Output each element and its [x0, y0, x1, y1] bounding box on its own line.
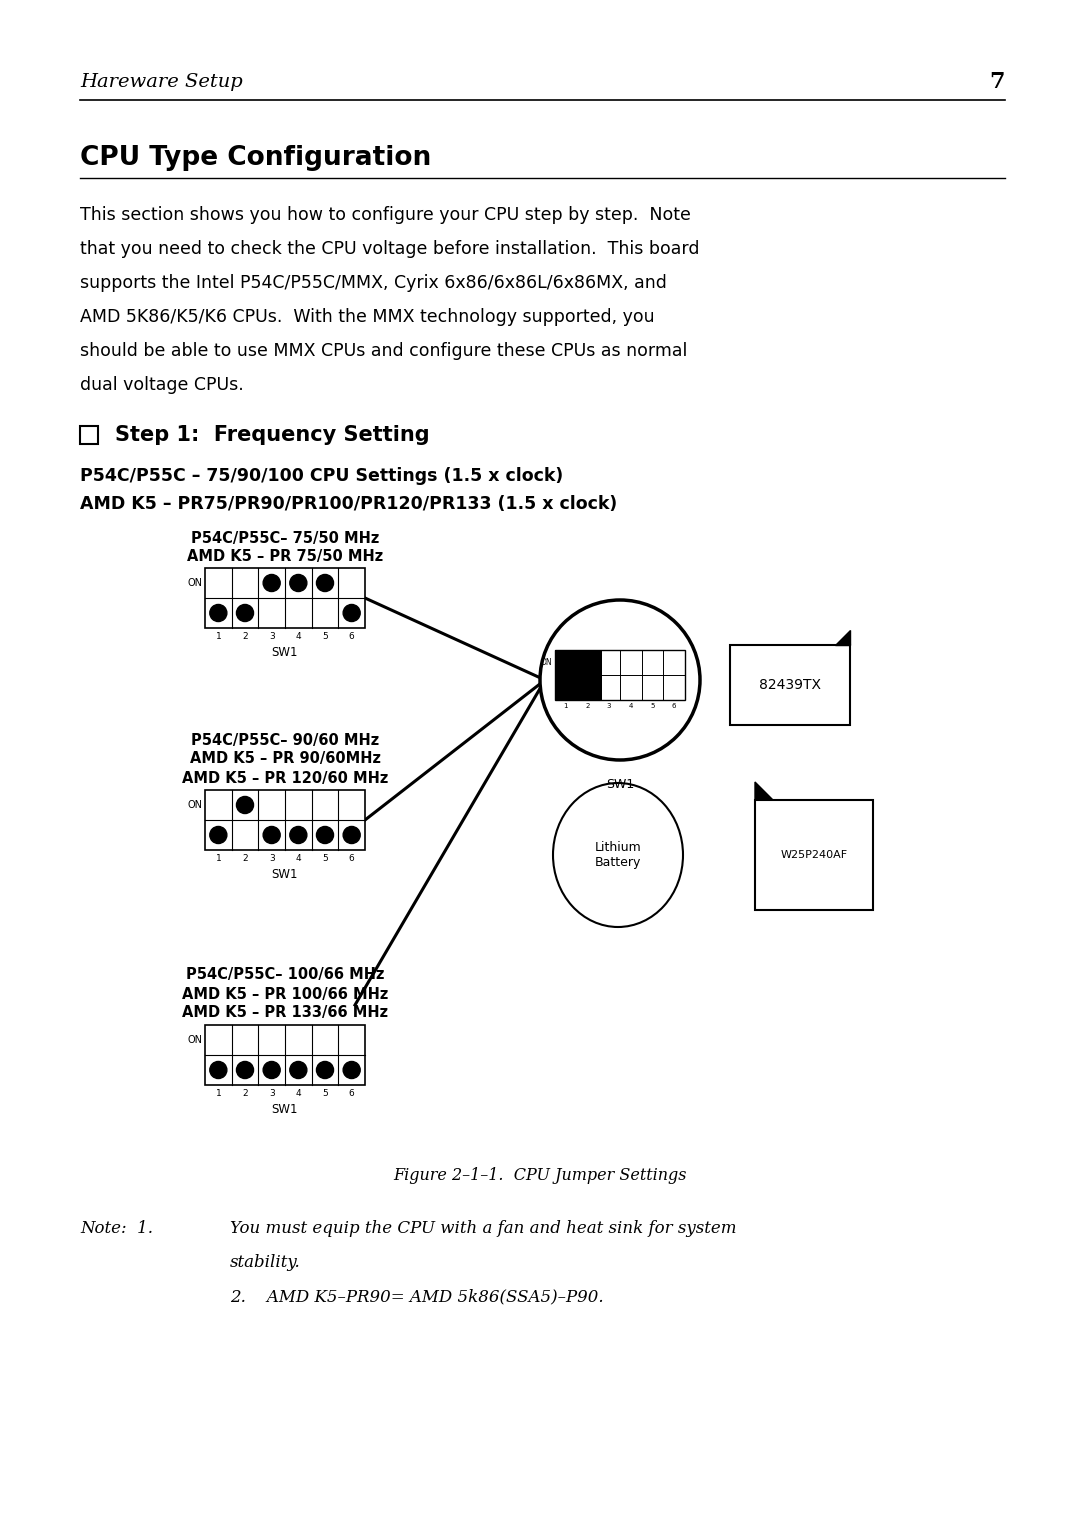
Text: AMD K5 – PR 133/66 MHz: AMD K5 – PR 133/66 MHz [181, 1006, 388, 1020]
Text: 3: 3 [269, 855, 274, 862]
Text: 6: 6 [349, 855, 354, 862]
Text: ON: ON [187, 800, 202, 810]
Text: 1: 1 [564, 703, 568, 709]
Text: stability.: stability. [230, 1254, 300, 1271]
Text: 5: 5 [322, 631, 328, 641]
Bar [755, 800, 873, 910]
Bar [80, 427, 98, 443]
Text: AMD 5K86/K5/K6 CPUs.  With the MMX technology supported, you: AMD 5K86/K5/K6 CPUs. With the MMX techno… [80, 307, 654, 326]
Text: ON: ON [187, 578, 202, 589]
Circle shape [264, 575, 280, 592]
Text: Lithium
Battery: Lithium Battery [595, 841, 642, 868]
Text: 4: 4 [296, 1089, 301, 1098]
Text: P54C/P55C – 75/90/100 CPU Settings (1.5 x clock): P54C/P55C – 75/90/100 CPU Settings (1.5 … [80, 466, 564, 485]
Text: supports the Intel P54C/P55C/MMX, Cyrix 6x86/6x86L/6x86MX, and: supports the Intel P54C/P55C/MMX, Cyrix … [80, 274, 666, 292]
Circle shape [264, 827, 280, 844]
Text: AMD K5 – PR 90/60MHz: AMD K5 – PR 90/60MHz [189, 751, 380, 766]
Text: 3: 3 [269, 631, 274, 641]
Text: dual voltage CPUs.: dual voltage CPUs. [80, 376, 244, 394]
Text: 2: 2 [242, 631, 247, 641]
Text: Figure 2–1–1.  CPU Jumper Settings: Figure 2–1–1. CPU Jumper Settings [393, 1167, 687, 1183]
Polygon shape [835, 630, 850, 645]
Text: AMD K5 – PR 75/50 MHz: AMD K5 – PR 75/50 MHz [187, 549, 383, 564]
Text: 2: 2 [242, 855, 247, 862]
Text: 2.    AMD K5–PR90= AMD 5k86(SSA5)–P90.: 2. AMD K5–PR90= AMD 5k86(SSA5)–P90. [230, 1287, 604, 1304]
Text: Note:  1.: Note: 1. [80, 1220, 153, 1237]
Text: 6: 6 [349, 631, 354, 641]
Circle shape [210, 604, 227, 621]
Text: P54C/P55C– 90/60 MHz: P54C/P55C– 90/60 MHz [191, 732, 379, 748]
Circle shape [237, 604, 254, 621]
Text: 6: 6 [672, 703, 676, 709]
Text: 1: 1 [215, 1089, 221, 1098]
Text: 82439TX: 82439TX [759, 677, 821, 693]
Text: 4: 4 [296, 631, 301, 641]
Ellipse shape [553, 783, 683, 927]
Circle shape [237, 1061, 254, 1078]
Text: 5: 5 [650, 703, 654, 709]
Bar [205, 790, 365, 850]
Circle shape [289, 827, 307, 844]
Text: AMD K5 – PR 120/60 MHz: AMD K5 – PR 120/60 MHz [181, 771, 388, 786]
Text: SW1: SW1 [272, 868, 298, 881]
Polygon shape [755, 781, 773, 800]
Text: should be able to use MMX CPUs and configure these CPUs as normal: should be able to use MMX CPUs and confi… [80, 342, 687, 359]
Bar [205, 567, 365, 628]
Text: CPU Type Configuration: CPU Type Configuration [80, 145, 431, 171]
Text: 5: 5 [322, 855, 328, 862]
Circle shape [289, 575, 307, 592]
Circle shape [316, 575, 334, 592]
Circle shape [343, 1061, 361, 1078]
Circle shape [316, 827, 334, 844]
Text: P54C/P55C– 75/50 MHz: P54C/P55C– 75/50 MHz [191, 531, 379, 546]
Circle shape [210, 827, 227, 844]
Text: You must equip the CPU with a fan and heat sink for system: You must equip the CPU with a fan and he… [230, 1220, 737, 1237]
Text: 4: 4 [296, 855, 301, 862]
Text: Hareware Setup: Hareware Setup [80, 73, 243, 92]
Text: SW1: SW1 [606, 778, 634, 790]
Text: AMD K5 – PR 100/66 MHz: AMD K5 – PR 100/66 MHz [181, 986, 388, 1001]
Circle shape [343, 827, 361, 844]
Text: SW1: SW1 [272, 645, 298, 659]
Text: W25P240AF: W25P240AF [781, 850, 848, 859]
Text: 4: 4 [629, 703, 633, 709]
Circle shape [210, 1061, 227, 1078]
Text: that you need to check the CPU voltage before installation.  This board: that you need to check the CPU voltage b… [80, 240, 700, 258]
Bar [555, 650, 602, 700]
Text: 3: 3 [269, 1089, 274, 1098]
Text: ON: ON [540, 657, 552, 667]
Bar [555, 650, 685, 700]
Text: This section shows you how to configure your CPU step by step.  Note: This section shows you how to configure … [80, 206, 691, 225]
Text: 3: 3 [607, 703, 611, 709]
Ellipse shape [540, 599, 700, 760]
Text: 1: 1 [215, 855, 221, 862]
Text: Step 1:  Frequency Setting: Step 1: Frequency Setting [114, 425, 430, 445]
Text: SW1: SW1 [272, 1102, 298, 1116]
Text: 2: 2 [585, 703, 590, 709]
Circle shape [343, 604, 361, 621]
Text: 6: 6 [349, 1089, 354, 1098]
Bar [730, 645, 850, 725]
Text: P54C/P55C– 100/66 MHz: P54C/P55C– 100/66 MHz [186, 968, 384, 983]
Text: 5: 5 [322, 1089, 328, 1098]
Text: ON: ON [187, 1035, 202, 1044]
Circle shape [237, 797, 254, 813]
Circle shape [316, 1061, 334, 1078]
Bar [205, 1024, 365, 1086]
Text: 1: 1 [215, 631, 221, 641]
Text: AMD K5 – PR75/PR90/PR100/PR120/PR133 (1.5 x clock): AMD K5 – PR75/PR90/PR100/PR120/PR133 (1.… [80, 495, 618, 514]
Circle shape [264, 1061, 280, 1078]
Text: 2: 2 [242, 1089, 247, 1098]
Circle shape [289, 1061, 307, 1078]
Text: 7: 7 [989, 70, 1005, 93]
